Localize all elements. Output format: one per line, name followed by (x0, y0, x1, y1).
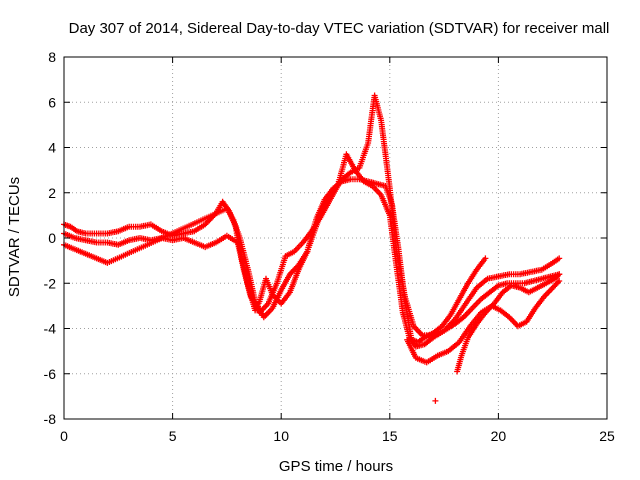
axis-ticks: 0 5 10 15 20 25 -8 -6 -4 -2 0 2 4 6 8 (44, 49, 615, 444)
y-tick-label: -6 (44, 366, 57, 382)
x-tick-label: 25 (599, 428, 615, 444)
data-points (61, 92, 563, 404)
y-tick-label: 2 (48, 185, 56, 201)
data-point (432, 397, 439, 404)
y-tick-label: 4 (48, 140, 56, 156)
y-tick-label: -4 (44, 321, 57, 337)
x-tick-label: 0 (60, 428, 68, 444)
x-tick-label: 15 (382, 428, 398, 444)
y-tick-label: -8 (44, 411, 57, 427)
y-axis-label: SDTVAR / TECUs (6, 177, 23, 297)
y-tick-label: 8 (48, 49, 56, 65)
x-axis-label: GPS time / hours (279, 458, 393, 475)
data-point (556, 278, 563, 284)
x-tick-label: 20 (491, 428, 507, 444)
data-point (482, 255, 489, 262)
y-tick-label: 6 (48, 94, 56, 110)
data-point (556, 271, 563, 278)
data-point (554, 279, 561, 286)
y-tick-label: 0 (48, 230, 56, 246)
x-tick-label: 5 (169, 428, 177, 444)
x-tick-label: 10 (273, 428, 289, 444)
chart-title: Day 307 of 2014, Sidereal Day-to-day VTE… (69, 20, 610, 37)
y-tick-label: -2 (44, 275, 57, 291)
data-point (556, 255, 563, 262)
